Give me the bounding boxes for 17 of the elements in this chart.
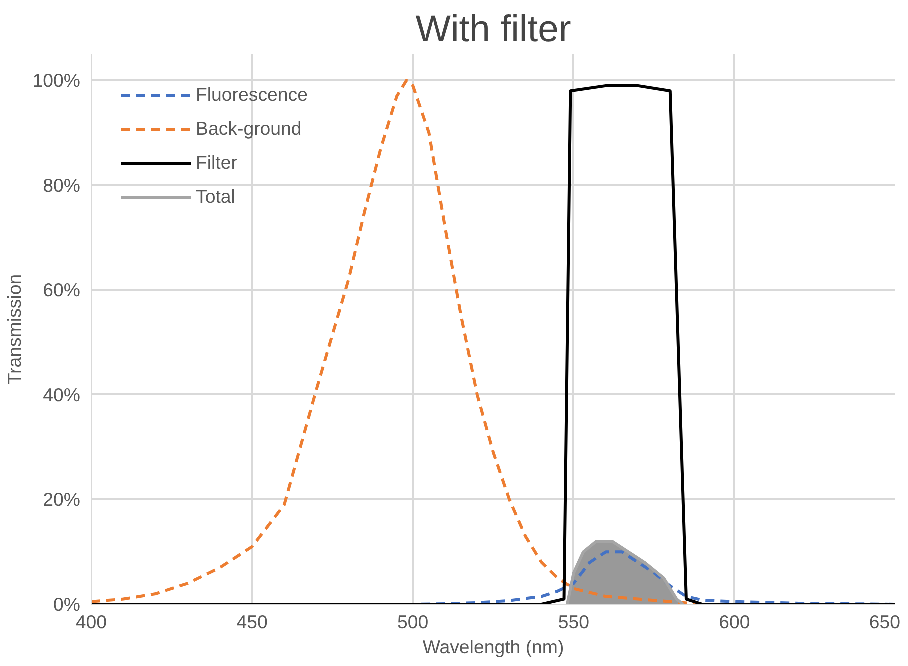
y-tick-label: 60%	[43, 280, 81, 301]
y-tick-label: 40%	[43, 384, 81, 406]
x-tick-label: 500	[398, 612, 429, 632]
y-tick-label: 20%	[43, 489, 81, 510]
x-tick-label: 600	[719, 612, 750, 632]
y-tick-label: 80%	[43, 174, 81, 196]
x-tick-label: 450	[236, 612, 268, 632]
legend-label: Fluorescence	[196, 84, 308, 106]
legend-label: Filter	[196, 152, 238, 174]
chart-title: With filter	[416, 8, 572, 50]
x-tick-label: 650	[869, 612, 901, 632]
y-axis-title: Transmission	[4, 274, 25, 385]
x-axis-title: Wavelength (nm)	[422, 636, 564, 658]
x-tick-label: 550	[558, 612, 590, 632]
y-tick-label: 100%	[32, 70, 81, 92]
legend-label: Back-ground	[196, 118, 302, 140]
legend-label: Total	[196, 186, 236, 208]
